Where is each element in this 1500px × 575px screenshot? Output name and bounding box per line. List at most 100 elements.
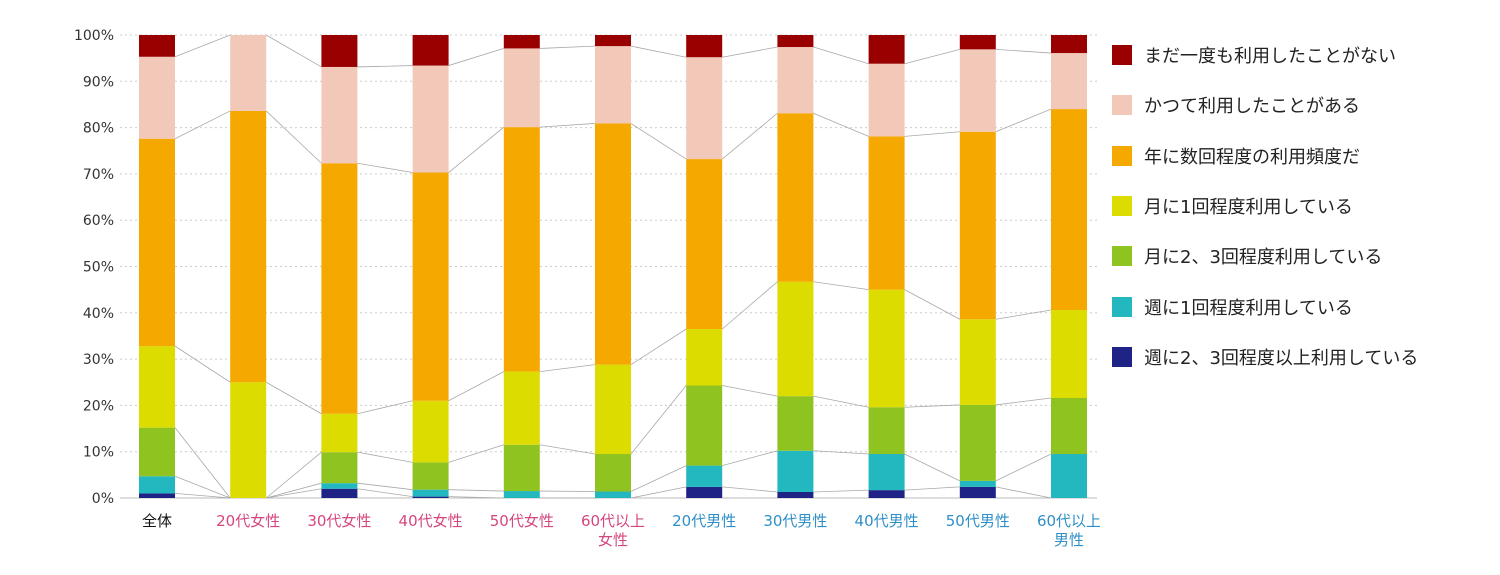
bar-segment	[777, 450, 814, 492]
bar-segment	[777, 491, 814, 498]
connector-line	[630, 385, 687, 455]
x-tick-label: 50代男性	[946, 512, 1010, 530]
bar-segment	[1051, 310, 1087, 398]
bar-segment	[1051, 109, 1087, 311]
bar-segment	[959, 404, 996, 481]
bar-segment	[321, 163, 358, 414]
bar-segment	[412, 172, 449, 401]
bar-segment	[959, 49, 996, 132]
connector-line	[357, 65, 413, 68]
connector-line	[813, 281, 869, 291]
bar-segment	[595, 491, 631, 498]
y-tick-label: 20%	[83, 398, 114, 414]
legend-swatch	[1112, 246, 1132, 267]
legend-swatch	[1112, 296, 1132, 317]
bar-segment	[868, 63, 905, 137]
connector-lines	[174, 34, 1052, 499]
bar-segment	[321, 488, 358, 498]
connector-line	[904, 453, 960, 482]
connector-line	[813, 489, 869, 493]
bar-segment	[1051, 397, 1087, 455]
stacked-bar-chart: 0% 10% 20% 30% 40% 50% 60% 70% 80% 90% 100% 全体 20代女…	[74, 28, 1100, 549]
bar-segment	[868, 35, 905, 64]
legend-item: まだ一度も利用したことがない	[1112, 30, 1492, 80]
bar-segment	[139, 427, 175, 477]
x-tick-label: 男性	[1054, 531, 1084, 549]
bar-segment	[777, 35, 814, 48]
bar-segment	[686, 486, 723, 498]
connector-line	[266, 488, 322, 499]
connector-line	[265, 34, 322, 68]
connector-line	[904, 289, 960, 320]
connector-line	[448, 126, 505, 173]
x-tick-label: 40代男性	[855, 512, 919, 530]
x-tick-label: 女性	[598, 531, 628, 549]
bar-segment	[139, 476, 175, 494]
bar-segment	[230, 110, 267, 383]
bar-segment	[412, 496, 449, 498]
connector-line	[357, 482, 413, 491]
connector-line	[539, 123, 596, 128]
connector-line	[722, 46, 778, 58]
bar-segment	[321, 483, 358, 489]
legend-swatch	[1112, 95, 1132, 116]
legend-item: 週に2、3回程度以上利用している	[1112, 332, 1492, 382]
connector-line	[448, 444, 504, 463]
bar-segment	[777, 396, 814, 451]
bar-segment	[686, 159, 723, 330]
connector-line	[995, 108, 1052, 133]
connector-line	[995, 309, 1052, 320]
y-tick-label: 0%	[92, 491, 114, 507]
legend-item: かつて利用したことがある	[1112, 80, 1492, 130]
connector-line	[813, 112, 869, 137]
connector-line	[539, 45, 596, 49]
y-tick-label: 30%	[83, 352, 114, 368]
connector-line	[995, 48, 1052, 54]
bar-segments	[139, 35, 1087, 498]
legend-item: 月に2、3回程度利用している	[1112, 231, 1492, 281]
bar-segment	[595, 454, 631, 492]
connector-line	[174, 110, 231, 140]
connector-line	[722, 450, 778, 466]
connector-line	[995, 486, 1052, 499]
legend-label: 月に2、3回程度利用している	[1144, 247, 1383, 269]
x-tick-label: 全体	[142, 512, 172, 530]
x-tick-label: 20代男性	[672, 512, 736, 530]
connector-line	[174, 345, 231, 383]
bar-segment	[595, 364, 631, 455]
y-tick-label: 70%	[83, 167, 114, 183]
bar-segment	[412, 400, 449, 463]
bar-segment	[503, 48, 540, 128]
connector-line	[174, 34, 231, 58]
connector-line	[266, 482, 322, 499]
y-tick-label: 40%	[83, 306, 114, 322]
x-tick-label: 50代女性	[490, 512, 554, 530]
bar-segment	[321, 66, 358, 164]
bar-segment	[595, 35, 631, 47]
connector-line	[357, 488, 413, 498]
bar-segment	[686, 385, 723, 466]
bar-segment	[686, 57, 723, 160]
connector-line	[722, 486, 778, 493]
bar-segment	[777, 113, 814, 282]
bar-segment	[1051, 53, 1087, 110]
y-tick-label: 10%	[83, 445, 114, 461]
connector-line	[630, 486, 687, 499]
bar-segment	[139, 346, 175, 428]
bar-segment	[777, 281, 814, 397]
bar-segment	[868, 490, 905, 498]
bar-segment	[868, 136, 905, 290]
legend-label: 週に2、3回程度以上利用している	[1144, 347, 1419, 369]
connector-line	[265, 451, 322, 499]
bar-segment	[959, 480, 996, 487]
connector-line	[448, 48, 504, 66]
bar-segment	[321, 35, 358, 67]
connector-line	[357, 400, 413, 415]
y-tick-label: 60%	[83, 213, 114, 229]
legend-label: 月に1回程度利用している	[1144, 197, 1353, 219]
x-tick-label: 60代以上	[1037, 512, 1100, 530]
bar-segment	[412, 35, 449, 66]
bar-segment	[686, 465, 723, 487]
connector-line	[174, 475, 231, 499]
